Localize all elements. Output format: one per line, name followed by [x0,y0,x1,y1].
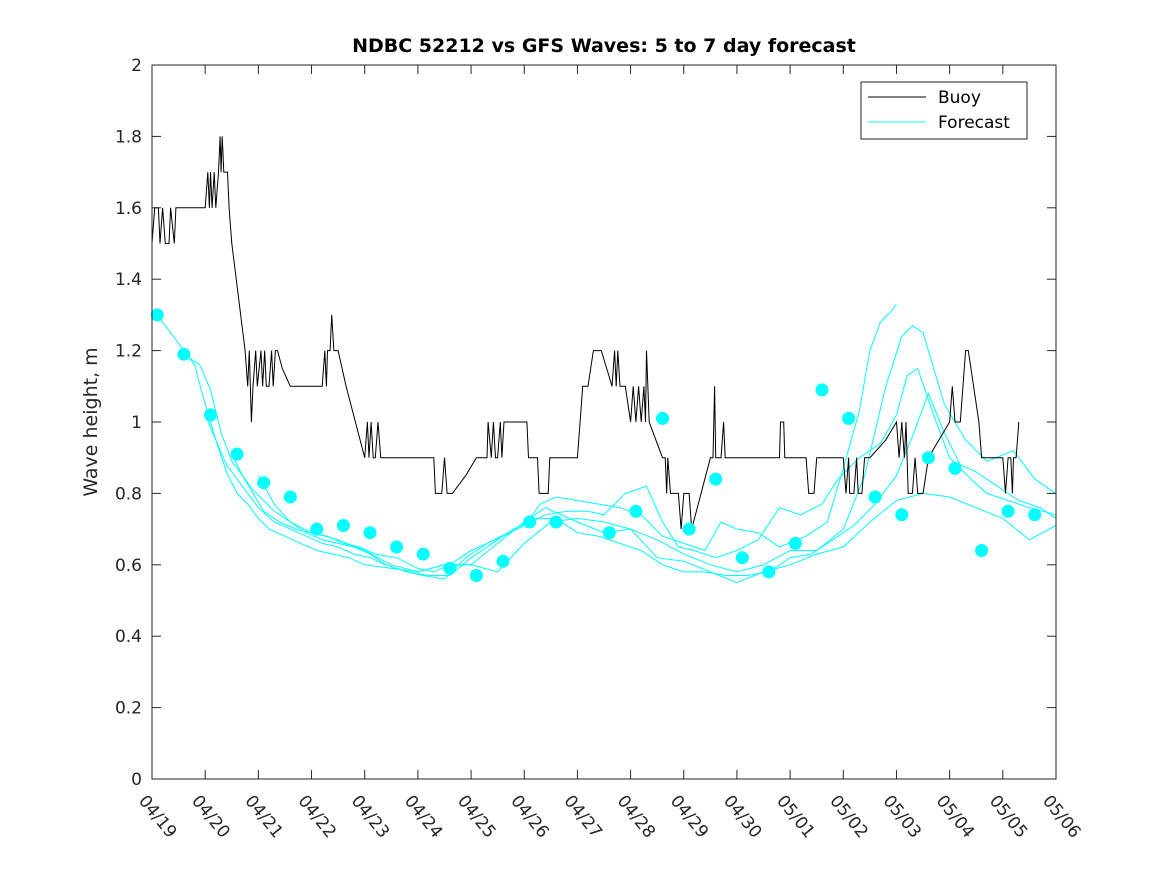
y-tick-label: 1.2 [115,342,142,362]
legend-label-forecast: Forecast [938,113,1010,133]
forecast-marker [921,451,935,465]
forecast-marker [310,522,324,536]
y-tick-label: 0.2 [115,699,142,719]
forecast-marker [682,522,696,536]
legend: Buoy Forecast [860,81,1028,140]
forecast-marker [283,490,297,504]
y-tick-label: 1.8 [115,127,142,147]
y-tick-label: 0.6 [115,556,142,576]
forecast-marker [177,347,191,361]
forecast-marker [336,519,350,532]
forecast-marker [788,536,802,550]
forecast-line [257,475,1057,584]
forecast-marker [709,472,723,486]
y-tick-label: 2 [131,56,142,76]
forecast-marker [204,408,217,422]
forecast-marker [602,526,616,540]
forecast-marker [948,461,962,475]
y-axis-label: Wave height, m [80,347,102,496]
series-layer [150,136,1057,584]
forecast-marker [549,515,563,529]
forecast-marker [496,554,510,568]
y-tick-label: 1 [131,413,142,433]
y-tick-label: 0 [131,770,142,790]
forecast-marker [416,547,430,561]
forecast-marker [762,565,776,579]
forecast-marker [815,383,829,397]
forecast-marker [257,476,271,490]
legend-box [860,81,1028,140]
y-tick-label: 1.6 [115,199,142,219]
forecast-marker [469,569,483,582]
y-tick-label: 0.8 [115,484,142,504]
forecast-marker [895,508,909,522]
forecast-marker [363,526,377,540]
forecast-marker [230,447,244,461]
y-tick-label: 1.4 [115,270,142,290]
forecast-marker [150,308,164,322]
forecast-marker [523,515,537,529]
forecast-marker [629,504,643,518]
forecast-marker [975,544,989,557]
forecast-marker [868,490,882,504]
forecast-line [204,367,1057,580]
forecast-marker [842,411,856,425]
chart-title: NDBC 52212 vs GFS Waves: 5 to 7 day fore… [352,35,856,57]
forecast-line [231,392,1057,576]
y-tick-label: 0.4 [115,627,142,647]
forecast-marker [735,551,749,565]
forecast-marker [1028,508,1042,522]
plot-area [152,65,1056,779]
legend-label-buoy: Buoy [938,88,981,108]
forecast-marker [443,561,457,575]
forecast-marker [390,540,404,554]
forecast-marker [656,411,669,425]
buoy-line [151,136,1020,530]
forecast-marker [1001,504,1015,518]
